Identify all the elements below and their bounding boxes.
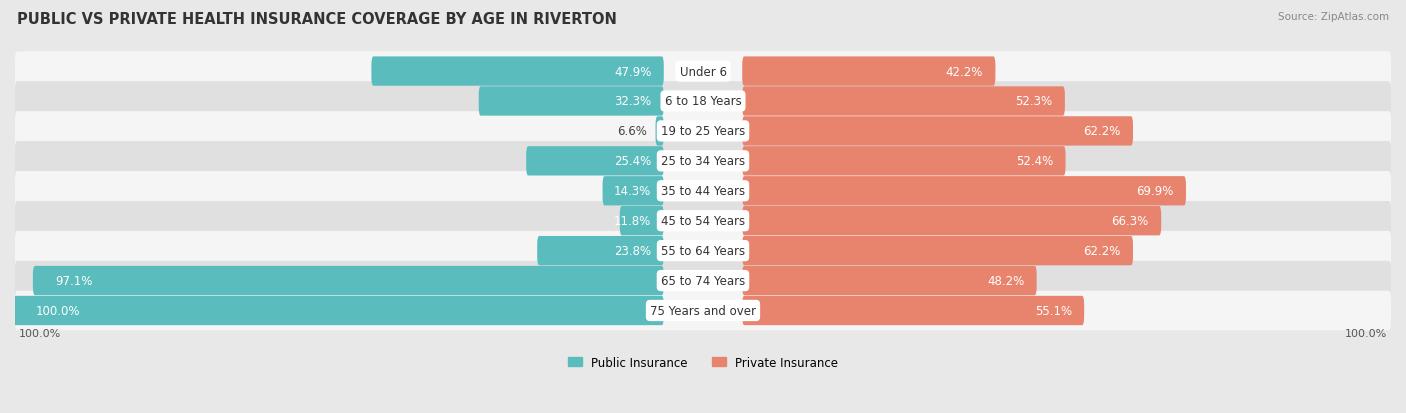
FancyBboxPatch shape (15, 82, 1391, 121)
Text: Source: ZipAtlas.com: Source: ZipAtlas.com (1278, 12, 1389, 22)
FancyBboxPatch shape (742, 57, 995, 86)
FancyBboxPatch shape (537, 236, 664, 266)
FancyBboxPatch shape (15, 172, 1391, 211)
FancyBboxPatch shape (742, 177, 1187, 206)
Text: 25 to 34 Years: 25 to 34 Years (661, 155, 745, 168)
Text: 69.9%: 69.9% (1136, 185, 1174, 198)
Text: PUBLIC VS PRIVATE HEALTH INSURANCE COVERAGE BY AGE IN RIVERTON: PUBLIC VS PRIVATE HEALTH INSURANCE COVER… (17, 12, 617, 27)
FancyBboxPatch shape (15, 142, 1391, 181)
Text: 97.1%: 97.1% (56, 274, 93, 287)
FancyBboxPatch shape (478, 87, 664, 116)
FancyBboxPatch shape (32, 266, 664, 296)
Text: 62.2%: 62.2% (1083, 244, 1121, 258)
Text: 100.0%: 100.0% (18, 328, 60, 338)
Text: 75 Years and over: 75 Years and over (650, 304, 756, 317)
Text: 35 to 44 Years: 35 to 44 Years (661, 185, 745, 198)
FancyBboxPatch shape (15, 52, 1391, 92)
Text: 32.3%: 32.3% (614, 95, 651, 108)
Text: 100.0%: 100.0% (35, 304, 80, 317)
FancyBboxPatch shape (371, 57, 664, 86)
Text: 65 to 74 Years: 65 to 74 Years (661, 274, 745, 287)
Text: 48.2%: 48.2% (987, 274, 1025, 287)
Text: 47.9%: 47.9% (614, 65, 651, 78)
Text: 45 to 54 Years: 45 to 54 Years (661, 215, 745, 228)
FancyBboxPatch shape (15, 202, 1391, 241)
FancyBboxPatch shape (742, 147, 1066, 176)
Text: 62.2%: 62.2% (1083, 125, 1121, 138)
Text: 25.4%: 25.4% (614, 155, 651, 168)
FancyBboxPatch shape (526, 147, 664, 176)
FancyBboxPatch shape (13, 296, 664, 325)
Text: 52.4%: 52.4% (1017, 155, 1053, 168)
Text: 11.8%: 11.8% (614, 215, 651, 228)
Text: 42.2%: 42.2% (946, 65, 983, 78)
FancyBboxPatch shape (15, 291, 1391, 330)
Text: 19 to 25 Years: 19 to 25 Years (661, 125, 745, 138)
Text: 55.1%: 55.1% (1035, 304, 1071, 317)
Text: 55 to 64 Years: 55 to 64 Years (661, 244, 745, 258)
FancyBboxPatch shape (742, 236, 1133, 266)
FancyBboxPatch shape (742, 206, 1161, 236)
Text: 14.3%: 14.3% (614, 185, 651, 198)
FancyBboxPatch shape (15, 261, 1391, 301)
FancyBboxPatch shape (603, 177, 664, 206)
FancyBboxPatch shape (742, 296, 1084, 325)
Text: 6 to 18 Years: 6 to 18 Years (665, 95, 741, 108)
Text: 100.0%: 100.0% (1346, 328, 1388, 338)
FancyBboxPatch shape (655, 117, 664, 146)
FancyBboxPatch shape (620, 206, 664, 236)
FancyBboxPatch shape (742, 266, 1036, 296)
Text: 6.6%: 6.6% (617, 125, 647, 138)
Text: 52.3%: 52.3% (1015, 95, 1053, 108)
FancyBboxPatch shape (742, 117, 1133, 146)
Legend: Public Insurance, Private Insurance: Public Insurance, Private Insurance (568, 356, 838, 369)
FancyBboxPatch shape (742, 87, 1064, 116)
Text: 66.3%: 66.3% (1112, 215, 1149, 228)
FancyBboxPatch shape (15, 112, 1391, 151)
Text: 23.8%: 23.8% (614, 244, 651, 258)
FancyBboxPatch shape (15, 231, 1391, 271)
Text: Under 6: Under 6 (679, 65, 727, 78)
